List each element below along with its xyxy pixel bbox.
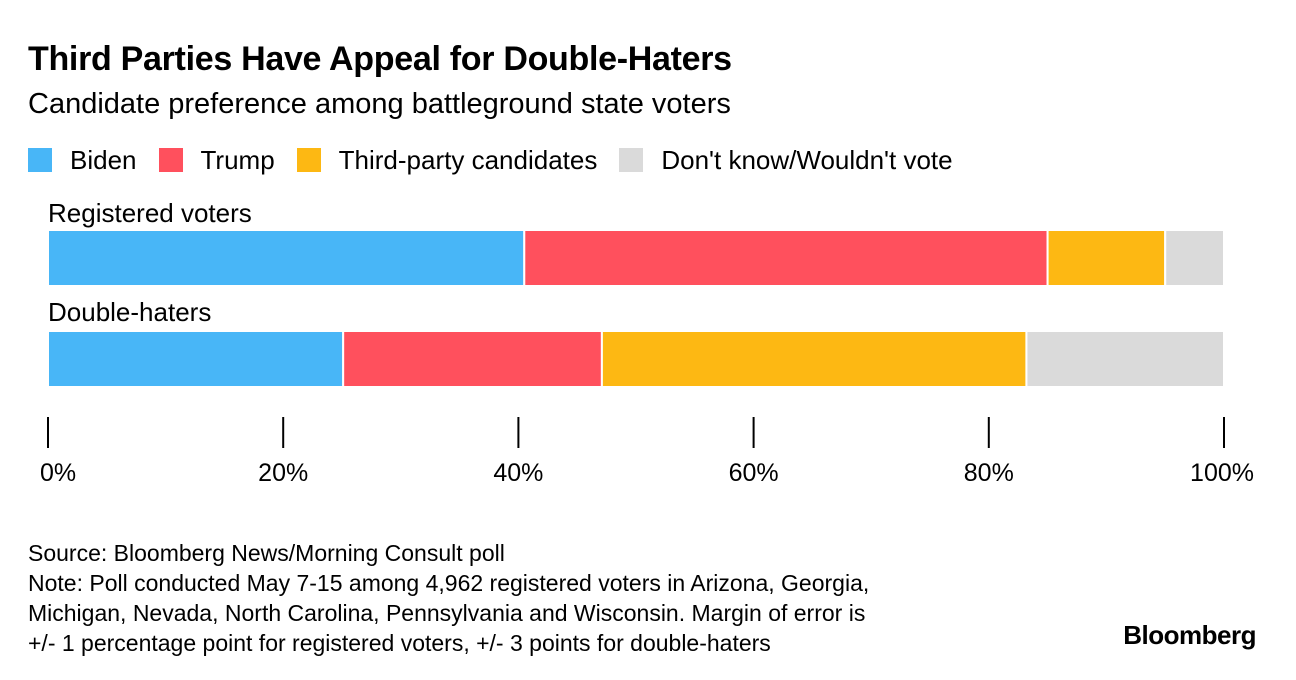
x-tick-label-100: 100%	[1190, 459, 1254, 487]
legend-label-dont-know: Don't know/Wouldn't vote	[661, 144, 953, 175]
x-tick-label-0: 0%	[40, 459, 76, 487]
legend-swatch-biden	[28, 148, 52, 172]
chart-subtitle: Candidate preference among battleground …	[28, 88, 731, 120]
chart-title: Third Parties Have Appeal for Double-Hat…	[28, 40, 732, 78]
legend-label-trump: Trump	[200, 144, 275, 175]
x-tick-label-40: 40%	[493, 459, 543, 487]
legend-item-third-party: Third-party candidates	[296, 144, 598, 176]
x-tick-label-80: 80%	[964, 459, 1014, 487]
footer: Source: Bloomberg News/Morning Consult p…	[28, 538, 1068, 658]
bar-registered-voters-third-party-candidates	[1046, 229, 1167, 287]
legend-item-biden: Biden	[28, 145, 137, 176]
legend-swatch-dont-know	[619, 148, 644, 172]
category-label-registered-voters: Registered voters	[48, 198, 252, 228]
legend-swatch-third-party	[296, 148, 321, 172]
bar-double-haters-biden	[47, 330, 345, 388]
note-line-2: Michigan, Nevada, North Carolina, Pennsy…	[28, 600, 866, 626]
x-tick-label-20: 20%	[258, 459, 308, 487]
x-tick-label-60: 60%	[729, 459, 779, 487]
legend-label-third-party: Third-party candidates	[338, 144, 598, 175]
legend-swatch-trump	[158, 148, 183, 172]
bar-double-haters-don-t-know-wouldn-t-vote	[1025, 330, 1225, 388]
bloomberg-logo: Bloomberg	[1123, 620, 1256, 650]
bar-double-haters-trump	[342, 330, 603, 388]
legend-label-biden: Biden	[70, 144, 137, 175]
note-line-3: +/- 1 percentage point for registered vo…	[28, 630, 771, 656]
legend-item-trump: Trump	[158, 144, 275, 176]
note-line-1: Note: Poll conducted May 7-15 among 4,96…	[28, 570, 870, 596]
category-label-double-haters: Double-haters	[48, 297, 211, 327]
bar-registered-voters-biden	[47, 229, 526, 287]
bar-registered-voters-trump	[523, 229, 1049, 287]
source-text: Source: Bloomberg News/Morning Consult p…	[28, 540, 505, 566]
bar-double-haters-third-party-candidates	[600, 330, 1028, 388]
bar-registered-voters-don-t-know-wouldn-t-vote	[1164, 229, 1225, 287]
legend-item-dont-know: Don't know/Wouldn't vote	[619, 144, 953, 176]
legend: Biden Trump Third-party candidates Don't…	[28, 144, 975, 176]
